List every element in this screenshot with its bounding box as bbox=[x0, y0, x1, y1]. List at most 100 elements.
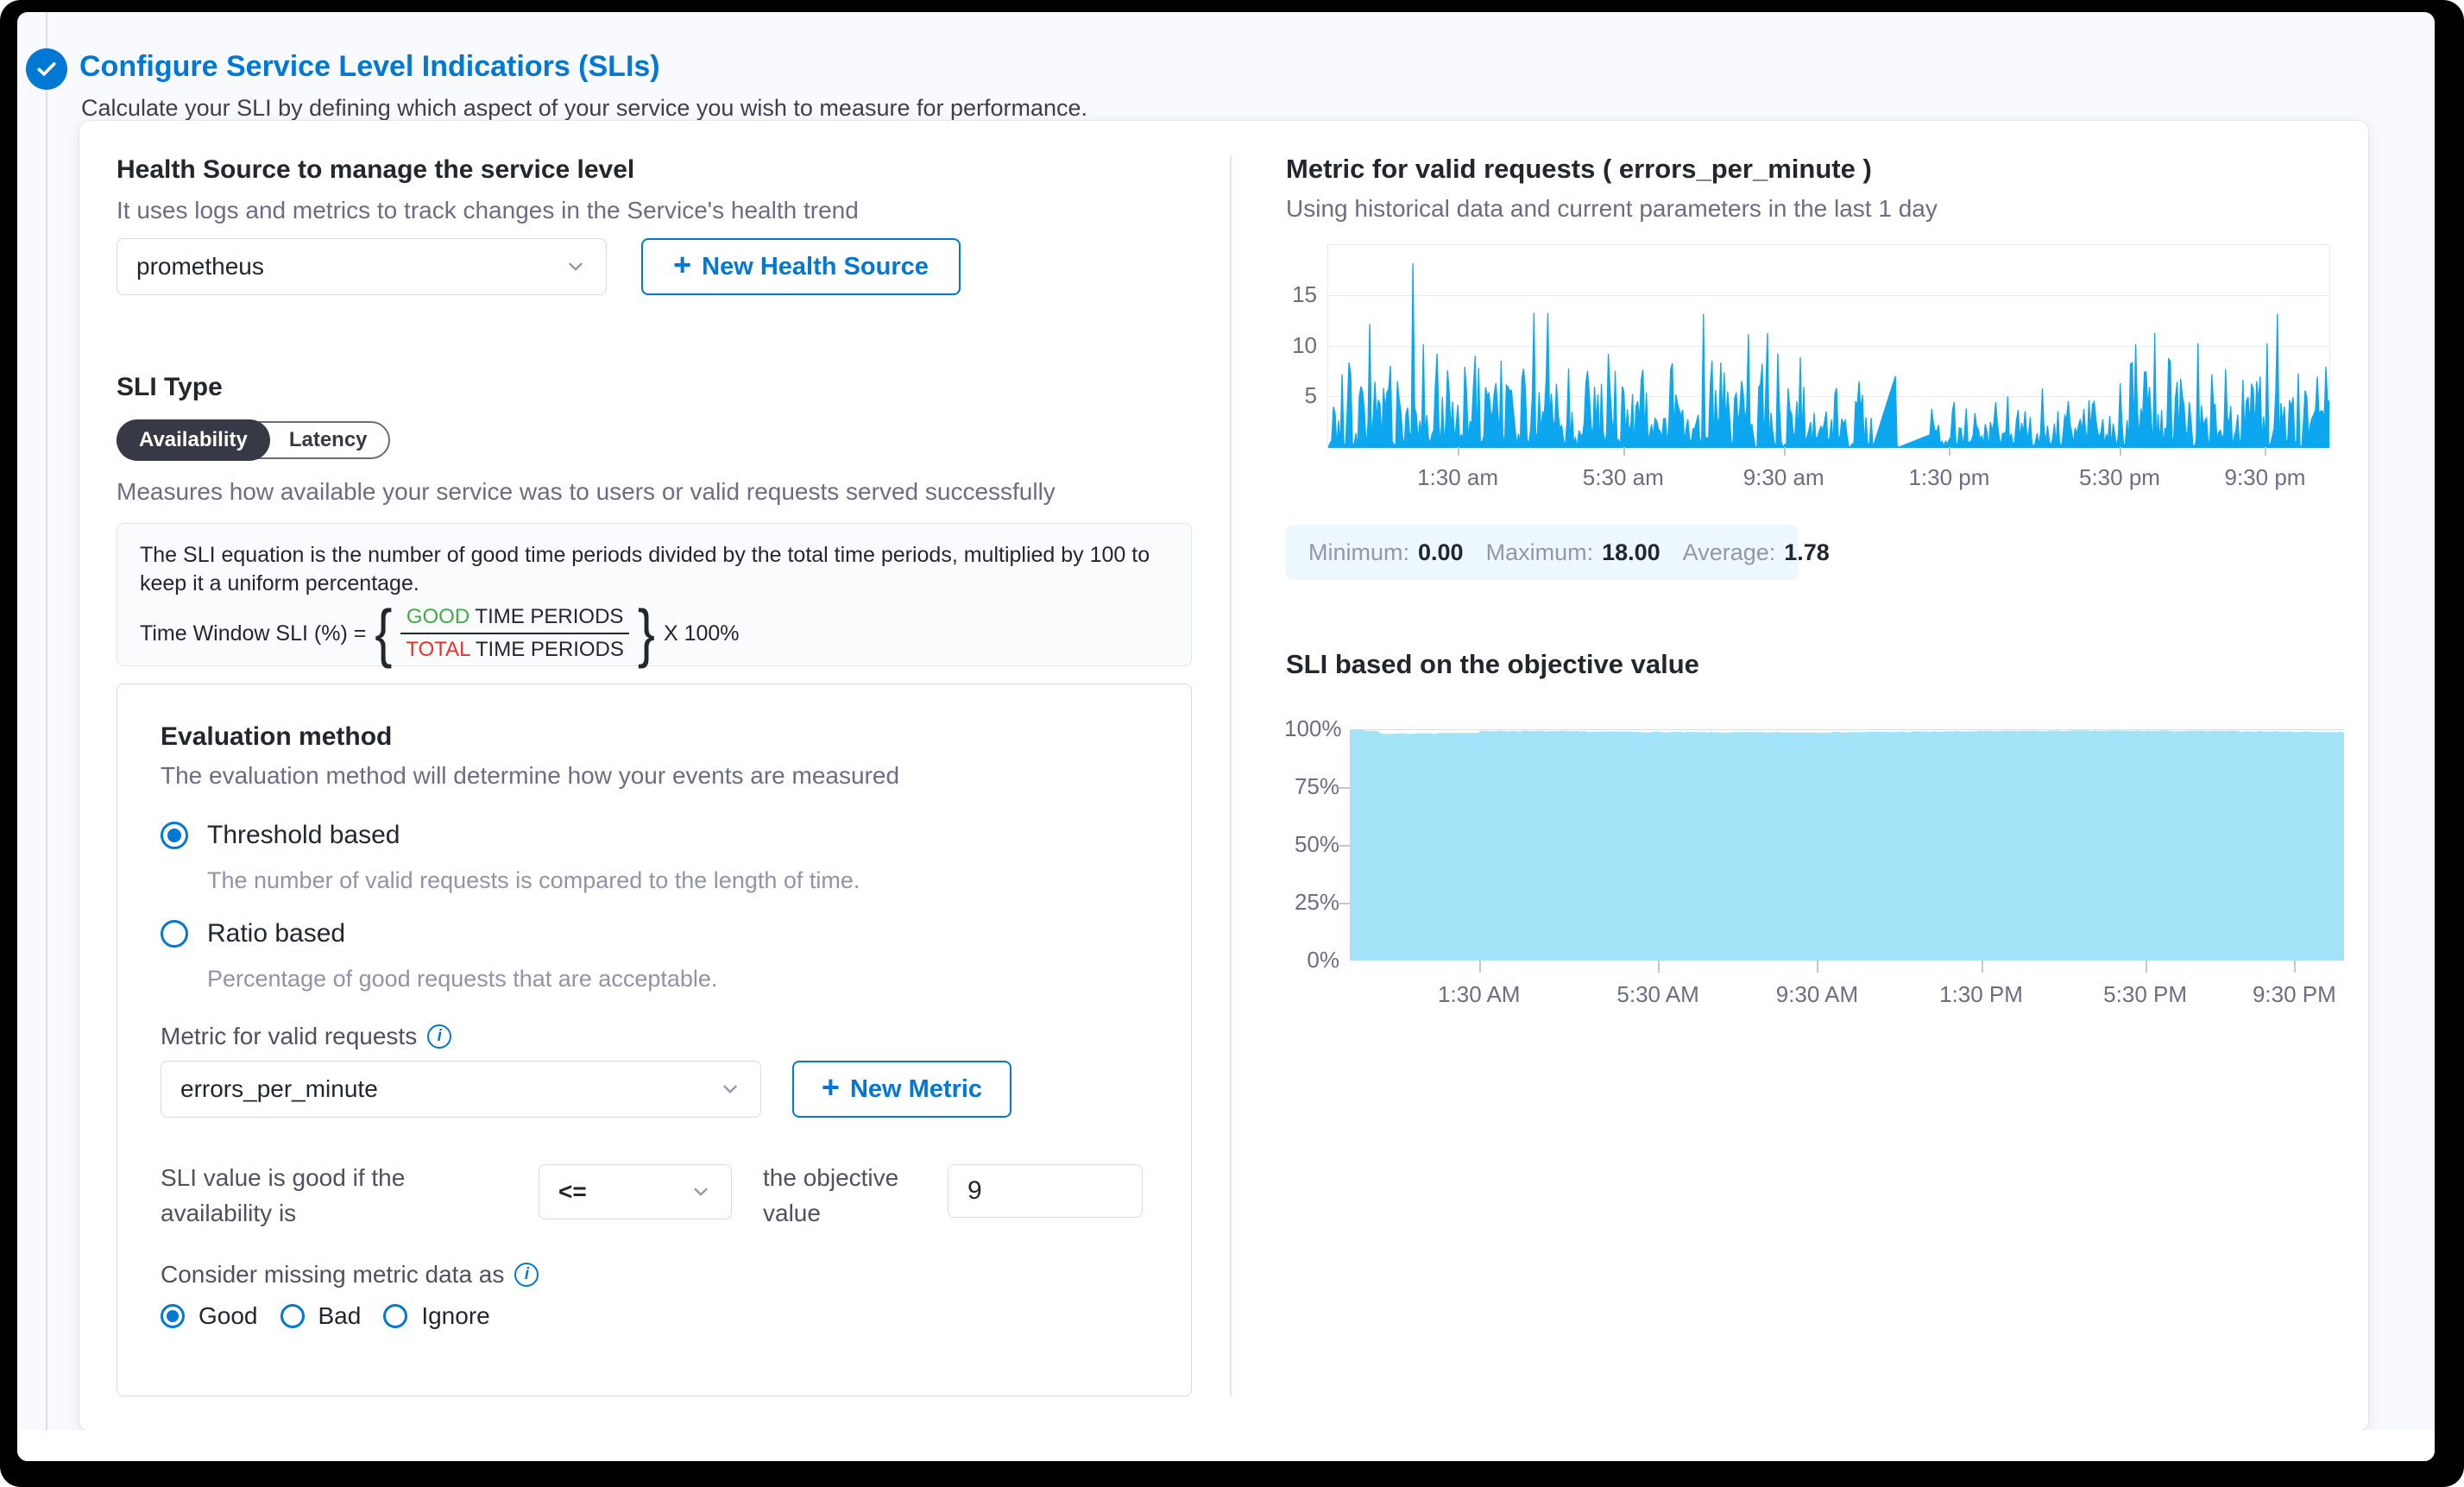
equation-lhs: Time Window SLI (%) = bbox=[140, 621, 367, 646]
stat-maximum: Maximum: 18.00 bbox=[1486, 539, 1661, 566]
missing-option-ignore[interactable]: Ignore bbox=[383, 1302, 490, 1330]
x-axis-label: 5:30 PM bbox=[2103, 981, 2188, 1007]
x-axis-label: 1:30 pm bbox=[1908, 464, 1990, 490]
sli-type-description: Measures how available your service was … bbox=[117, 478, 1056, 505]
sli-equation-summary: The SLI equation is the number of good t… bbox=[140, 543, 1150, 595]
metric-valid-requests-label: Metric for valid requests bbox=[161, 1023, 418, 1049]
x-axis-tick bbox=[1658, 961, 1661, 973]
sli-series bbox=[1351, 729, 2344, 961]
x-axis-label: 5:30 pm bbox=[2078, 464, 2160, 490]
x-axis-label: 1:30 AM bbox=[1438, 981, 1521, 1007]
metric-preview-chart: 15 10 5 1:30 am 5:30 am 9:30 am 1:30 pm 5:30 pm… bbox=[1286, 244, 2332, 503]
ratio-based-description: Percentage of good requests that are acc… bbox=[207, 966, 718, 992]
sli-chart-title: SLI based on the objective value bbox=[1286, 649, 1699, 679]
ratio-based-label: Ratio based bbox=[207, 919, 346, 948]
plus-icon: + bbox=[821, 1069, 840, 1105]
x-axis-tick bbox=[1949, 447, 1951, 456]
metric-chart-title: Metric for valid requests ( errors_per_m… bbox=[1286, 154, 1872, 184]
health-source-selected-value: prometheus bbox=[136, 253, 264, 280]
x-axis-tick bbox=[1458, 447, 1460, 456]
y-axis-label: 75% bbox=[1294, 773, 1339, 799]
total-periods-label: TOTAL bbox=[406, 638, 470, 661]
y-axis-label: 50% bbox=[1294, 831, 1339, 857]
x-axis-tick bbox=[1783, 447, 1786, 456]
x-axis-tick bbox=[2119, 447, 2121, 456]
metric-chart-subtitle: Using historical data and current parame… bbox=[1286, 195, 1938, 222]
health-source-description: It uses logs and metrics to track change… bbox=[117, 197, 859, 224]
sli-type-option-latency[interactable]: Latency bbox=[288, 428, 368, 451]
x-axis-label: 9:30 am bbox=[1742, 464, 1824, 490]
objective-operator-select[interactable]: <= bbox=[539, 1164, 732, 1219]
sli-objective-chart: 100% 75% 50% 25% 0% 1:30 AM 5:30 AM 9:30 AM 1:30… bbox=[1284, 715, 2347, 1023]
x-axis-label: 9:30 pm bbox=[2224, 464, 2306, 490]
new-metric-label: New Metric bbox=[849, 1074, 983, 1103]
objective-value-input[interactable] bbox=[948, 1164, 1143, 1218]
chevron-down-icon bbox=[723, 1085, 737, 1093]
metric-series bbox=[1328, 263, 2329, 448]
good-periods-label: GOOD bbox=[406, 605, 470, 628]
maximum-label: Maximum: bbox=[1485, 539, 1594, 565]
stepper-connector-line bbox=[46, 12, 47, 1430]
metric-chart-plot-area bbox=[1327, 244, 2330, 448]
minimum-value: 0.00 bbox=[1418, 539, 1464, 565]
equation-fraction: GOOD TIME PERIODS TOTAL TIME PERIODS bbox=[400, 605, 629, 662]
threshold-based-radio[interactable] bbox=[161, 822, 188, 849]
x-axis-tick bbox=[1981, 961, 1983, 973]
ratio-based-radio[interactable] bbox=[161, 920, 188, 948]
open-brace: { bbox=[375, 596, 393, 670]
bad-radio[interactable] bbox=[280, 1304, 305, 1328]
page-subtitle: Calculate your SLI by defining which asp… bbox=[81, 95, 1088, 121]
x-axis-tick bbox=[2265, 447, 2267, 456]
missing-option-good[interactable]: Good bbox=[161, 1302, 258, 1330]
ratio-based-option[interactable]: Ratio based bbox=[161, 919, 345, 948]
threshold-based-option[interactable]: Threshold based bbox=[161, 821, 400, 850]
evaluation-method-description: The evaluation method will determine how… bbox=[161, 762, 900, 789]
y-axis-label: 5 bbox=[1304, 382, 1317, 409]
missing-data-radio-group: Good Bad Ignore bbox=[161, 1302, 490, 1330]
new-metric-button[interactable]: + New Metric bbox=[792, 1061, 1011, 1118]
average-value: 1.78 bbox=[1784, 539, 1830, 565]
valid-requests-metric-select[interactable]: errors_per_minute bbox=[161, 1061, 761, 1118]
x-axis-tick bbox=[2294, 961, 2297, 973]
ignore-radio[interactable] bbox=[383, 1304, 408, 1328]
sli-type-option-availability[interactable]: Availability bbox=[117, 419, 270, 461]
x-axis-label: 9:30 AM bbox=[1775, 981, 1859, 1007]
good-label: Good bbox=[199, 1302, 258, 1329]
health-source-select[interactable]: prometheus bbox=[117, 238, 607, 295]
app-screen: Configure Service Level Indicatiors (SLI… bbox=[17, 12, 2435, 1461]
new-health-source-label: New Health Source bbox=[702, 252, 929, 280]
x-axis-tick bbox=[1478, 961, 1481, 973]
missing-metric-data-label: Consider missing metric data as bbox=[161, 1261, 505, 1288]
good-radio[interactable] bbox=[161, 1304, 185, 1328]
sli-equation-formula: Time Window SLI (%) = { GOOD TIME PERIOD… bbox=[140, 596, 1169, 670]
evaluation-method-card: Evaluation method The evaluation method … bbox=[117, 684, 1192, 1396]
operator-selected-value: <= bbox=[558, 1178, 587, 1205]
x-axis-label: 1:30 am bbox=[1417, 464, 1499, 490]
info-icon[interactable]: i bbox=[514, 1263, 539, 1287]
metric-selected-value: errors_per_minute bbox=[180, 1075, 378, 1102]
x-axis-tick bbox=[1817, 961, 1819, 973]
check-icon bbox=[37, 62, 56, 76]
sli-type-toggle: Availability Latency bbox=[117, 419, 390, 461]
new-health-source-button[interactable]: + New Health Source bbox=[641, 238, 961, 295]
step-complete-check-icon bbox=[26, 48, 67, 90]
y-axis-label: 0% bbox=[1307, 947, 1339, 973]
average-label: Average: bbox=[1682, 539, 1776, 565]
minimum-label: Minimum: bbox=[1308, 539, 1410, 565]
sli-config-panel: Health Source to manage the service leve… bbox=[79, 121, 2368, 1431]
x-axis-label: 9:30 PM bbox=[2252, 981, 2336, 1007]
footer-strip bbox=[17, 1430, 2435, 1461]
maximum-value: 18.00 bbox=[1602, 539, 1661, 565]
bad-label: Bad bbox=[318, 1302, 362, 1329]
x-axis-label: 5:30 am bbox=[1582, 464, 1664, 490]
denominator-rest: TIME PERIODS bbox=[469, 638, 624, 661]
sli-chart-plot-area bbox=[1350, 729, 2344, 961]
chevron-down-icon bbox=[694, 1188, 708, 1196]
panel-divider bbox=[1230, 155, 1232, 1396]
missing-option-bad[interactable]: Bad bbox=[280, 1302, 362, 1330]
sli-condition-suffix: the objective value bbox=[763, 1164, 899, 1226]
plus-icon: + bbox=[673, 247, 692, 282]
y-axis-tick bbox=[1338, 903, 1350, 904]
info-icon[interactable]: i bbox=[427, 1024, 452, 1049]
